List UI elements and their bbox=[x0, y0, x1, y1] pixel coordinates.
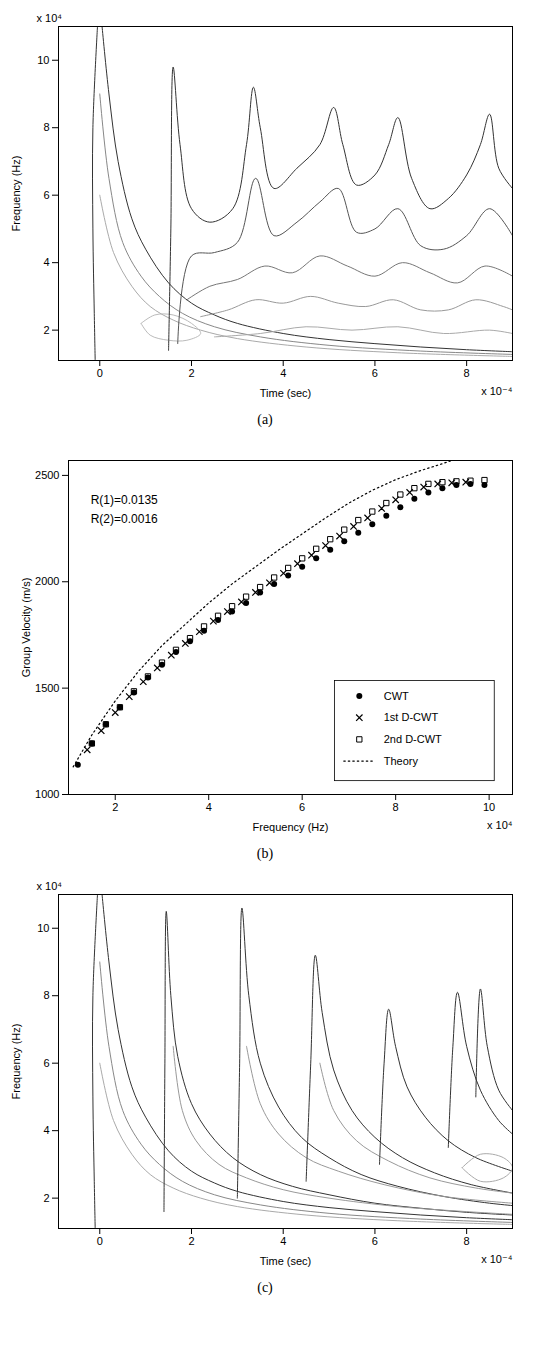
svg-text:Frequency (Hz): Frequency (Hz) bbox=[253, 821, 329, 833]
svg-text:6: 6 bbox=[43, 1057, 49, 1069]
svg-text:2000: 2000 bbox=[35, 575, 59, 587]
html-text:(c): (c) bbox=[257, 1280, 273, 1295]
svg-text:4: 4 bbox=[43, 1124, 49, 1136]
html-text:(b): (b) bbox=[256, 846, 274, 861]
svg-text:Time (sec): Time (sec) bbox=[260, 1255, 312, 1267]
svg-text:2: 2 bbox=[43, 324, 49, 336]
svg-text:10: 10 bbox=[483, 801, 495, 813]
svg-text:2500: 2500 bbox=[35, 469, 59, 481]
svg-text:10: 10 bbox=[37, 54, 49, 66]
svg-text:4: 4 bbox=[206, 801, 212, 813]
html-text:(a): (a) bbox=[257, 412, 273, 427]
svg-text:x 10⁴: x 10⁴ bbox=[487, 819, 513, 831]
svg-text:8: 8 bbox=[393, 801, 399, 813]
svg-text:6: 6 bbox=[372, 367, 378, 379]
svg-text:8: 8 bbox=[464, 1235, 470, 1247]
svg-text:2nd D-CWT: 2nd D-CWT bbox=[384, 733, 442, 745]
svg-text:6: 6 bbox=[299, 801, 305, 813]
svg-text:0: 0 bbox=[97, 367, 103, 379]
svg-text:1st D-CWT: 1st D-CWT bbox=[384, 711, 439, 723]
svg-text:6: 6 bbox=[372, 1235, 378, 1247]
svg-text:Time (sec): Time (sec) bbox=[260, 387, 312, 399]
svg-text:8: 8 bbox=[464, 367, 470, 379]
svg-text:Theory: Theory bbox=[384, 755, 419, 767]
svg-text:Frequency (Hz): Frequency (Hz) bbox=[10, 156, 22, 232]
svg-text:x 10⁴: x 10⁴ bbox=[37, 880, 63, 892]
svg-text:8: 8 bbox=[43, 989, 49, 1001]
svg-text:2: 2 bbox=[188, 1235, 194, 1247]
svg-text:2: 2 bbox=[43, 1192, 49, 1204]
svg-text:4: 4 bbox=[43, 256, 49, 268]
svg-text:Group Velocity (m/s): Group Velocity (m/s) bbox=[20, 578, 32, 678]
svg-text:8: 8 bbox=[43, 121, 49, 133]
svg-text:R(2)=0.0016: R(2)=0.0016 bbox=[91, 512, 158, 526]
svg-text:x 10⁴: x 10⁴ bbox=[37, 12, 63, 24]
svg-text:2: 2 bbox=[188, 367, 194, 379]
svg-text:4: 4 bbox=[280, 367, 286, 379]
svg-text:R(1)=0.0135: R(1)=0.0135 bbox=[91, 493, 158, 507]
svg-text:CWT: CWT bbox=[384, 689, 409, 701]
svg-text:0: 0 bbox=[97, 1235, 103, 1247]
svg-text:4: 4 bbox=[280, 1235, 286, 1247]
svg-text:6: 6 bbox=[43, 189, 49, 201]
svg-text:x 10⁻⁴: x 10⁻⁴ bbox=[481, 1253, 513, 1265]
svg-text:10: 10 bbox=[37, 922, 49, 934]
svg-text:2: 2 bbox=[112, 801, 118, 813]
svg-text:1000: 1000 bbox=[35, 788, 59, 800]
svg-text:1500: 1500 bbox=[35, 682, 59, 694]
svg-text:x 10⁻⁴: x 10⁻⁴ bbox=[481, 385, 513, 397]
svg-text:Frequency (Hz): Frequency (Hz) bbox=[10, 1024, 22, 1100]
